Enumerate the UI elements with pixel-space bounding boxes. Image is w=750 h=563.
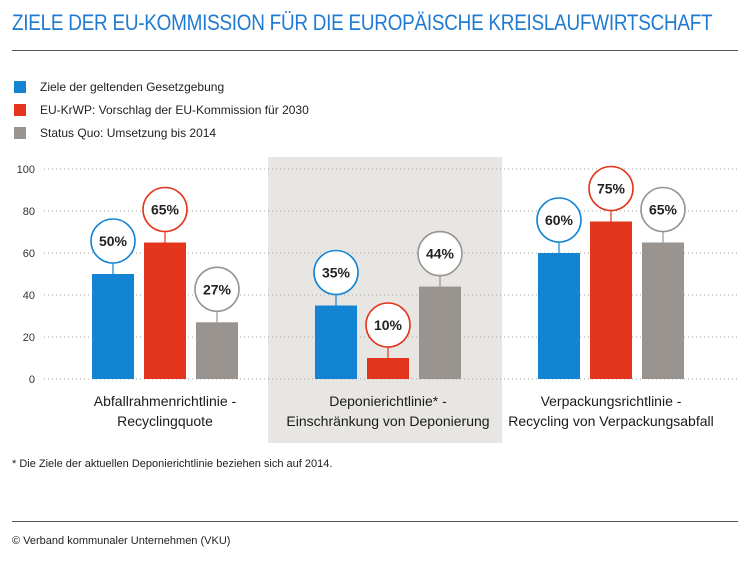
bar bbox=[538, 253, 580, 379]
data-label: 65% bbox=[649, 202, 678, 218]
legend-swatch-proposal bbox=[14, 104, 26, 116]
data-label: 65% bbox=[151, 202, 180, 218]
data-label: 60% bbox=[545, 212, 574, 228]
y-tick-label: 0 bbox=[29, 374, 35, 386]
data-label: 27% bbox=[203, 281, 232, 297]
y-tick-label: 60 bbox=[23, 248, 35, 260]
copyright-credit: © Verband kommunaler Unternehmen (VKU) bbox=[12, 535, 231, 547]
category-label: Einschränkung von Deponierung bbox=[286, 413, 489, 429]
data-label-circle bbox=[588, 165, 634, 212]
data-label: 75% bbox=[597, 181, 626, 197]
bar bbox=[196, 322, 238, 379]
category-label: Abfallrahmenrichtlinie - bbox=[94, 393, 237, 409]
highlight-panel bbox=[268, 157, 502, 443]
data-label-circle bbox=[365, 302, 411, 348]
legend-label: EU-KrWP: Vorschlag der EU-Kommission für… bbox=[40, 103, 309, 117]
data-label: 50% bbox=[99, 233, 128, 249]
page-title: ZIELE DER EU-KOMMISSION FÜR DIE EUROPÄIS… bbox=[12, 10, 713, 35]
category-label: Verpackungsrichtlinie - bbox=[541, 393, 682, 409]
title-divider bbox=[12, 50, 738, 51]
legend-label: Ziele der geltenden Gesetzgebung bbox=[40, 80, 225, 94]
bar bbox=[419, 286, 461, 379]
data-label-circle bbox=[194, 266, 240, 313]
bar-chart: 0 20 40 60 80 100 50% 35% 60% 65% 10% 75% 27% 44% 65% A… bbox=[17, 157, 738, 443]
legend-swatch-current bbox=[14, 81, 26, 93]
footer-divider bbox=[12, 521, 738, 522]
data-label-circle bbox=[417, 230, 463, 277]
legend-item: Ziele der geltenden Gesetzgebung bbox=[14, 76, 309, 98]
bar bbox=[642, 242, 684, 379]
category-label: Deponierichtlinie* - bbox=[329, 393, 447, 409]
y-tick-label: 40 bbox=[23, 290, 35, 302]
data-label: 44% bbox=[426, 246, 455, 262]
y-tick-label: 100 bbox=[17, 164, 35, 176]
category-label: Recyclingquote bbox=[117, 413, 213, 429]
data-label-circle bbox=[640, 186, 686, 233]
legend-swatch-status bbox=[14, 127, 26, 139]
y-tick-label: 80 bbox=[23, 206, 35, 218]
bar bbox=[315, 305, 357, 379]
bar bbox=[367, 358, 409, 379]
legend-label: Status Quo: Umsetzung bis 2014 bbox=[40, 126, 217, 140]
data-label-circle bbox=[536, 197, 582, 243]
data-label: 10% bbox=[374, 317, 403, 333]
data-label-circle bbox=[90, 218, 136, 264]
chart-legend: Ziele der geltenden Gesetzgebung EU-KrWP… bbox=[14, 76, 309, 145]
footnote: * Die Ziele der aktuellen Deponierichtli… bbox=[12, 458, 333, 470]
legend-item: Status Quo: Umsetzung bis 2014 bbox=[14, 122, 309, 144]
bar bbox=[590, 221, 632, 379]
data-label: 35% bbox=[322, 265, 351, 281]
y-tick-label: 20 bbox=[23, 332, 35, 344]
data-label-circle bbox=[142, 186, 188, 233]
category-label: Recycling von Verpackungsabfall bbox=[508, 413, 713, 429]
bar bbox=[144, 242, 186, 379]
data-label-circle bbox=[313, 249, 359, 296]
legend-item: EU-KrWP: Vorschlag der EU-Kommission für… bbox=[14, 99, 309, 121]
bar bbox=[92, 274, 134, 379]
